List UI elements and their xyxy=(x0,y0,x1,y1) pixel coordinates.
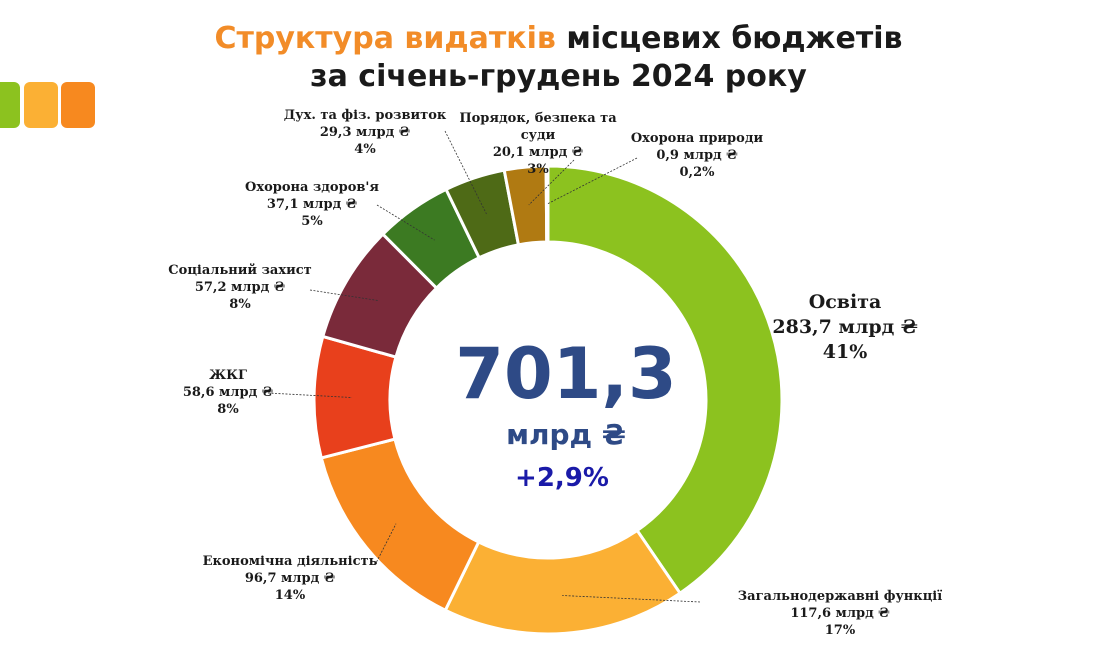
slice-1 xyxy=(443,528,683,636)
orange-square-icon xyxy=(61,82,95,128)
slice-label-5: Охорона здоров'я 37,1 млрд ₴ 5% xyxy=(245,180,379,229)
slice-0 xyxy=(546,164,784,596)
slice-label-6: Дух. та фіз. розвиток 29,3 млрд ₴ 4% xyxy=(284,108,447,157)
decorative-squares xyxy=(0,82,100,128)
slice-label-2: Економічна діяльність 96,7 млрд ₴ 14% xyxy=(203,554,378,603)
yellow-square-icon xyxy=(24,82,58,128)
title-accent: Структура видатків xyxy=(214,21,556,56)
leader-line-4 xyxy=(309,289,380,302)
chart-title: Структура видатків місцевих бюджетів за … xyxy=(0,20,1117,96)
slice-2 xyxy=(319,437,481,613)
slice-label-4: Соціальний захист 57,2 млрд ₴ 8% xyxy=(168,263,311,312)
leader-line-7 xyxy=(528,159,575,206)
center-change: +2,9% xyxy=(515,463,609,493)
slice-label-3: ЖКГ 58,6 млрд ₴ 8% xyxy=(183,368,274,417)
center-unit: млрд ₴ xyxy=(506,418,626,451)
leader-line-1 xyxy=(562,595,701,603)
slice-labels: Освіта 283,7 млрд ₴ 41% Загальнодержавні фу… xyxy=(168,108,942,638)
leader-line-8 xyxy=(547,157,638,205)
slice-label-1: Загальнодержавні функції 117,6 млрд ₴ 17% xyxy=(738,589,942,638)
leader-line-2 xyxy=(374,523,397,566)
green-square-icon xyxy=(0,82,20,128)
leader-line-6 xyxy=(444,130,487,215)
leader-line-5 xyxy=(376,204,435,241)
title-line-2: за січень-грудень 2024 року xyxy=(310,59,807,94)
center-total: 701,3 xyxy=(455,333,676,415)
title-rest: місцевих бюджетів xyxy=(566,21,903,56)
donut-slices xyxy=(312,164,784,636)
title-line-1: Структура видатків місцевих бюджетів xyxy=(0,20,1117,58)
slice-label-8: Охорона природи 0,9 млрд ₴ 0,2% xyxy=(631,131,764,180)
leader-lines xyxy=(267,130,701,603)
slice-label-0: Освіта 283,7 млрд ₴ 41% xyxy=(772,291,918,363)
slice-8 xyxy=(544,164,550,244)
leader-line-3 xyxy=(267,392,353,398)
slice-label-7: Порядок, безпека та суди 20,1 млрд ₴ 3% xyxy=(459,111,617,177)
